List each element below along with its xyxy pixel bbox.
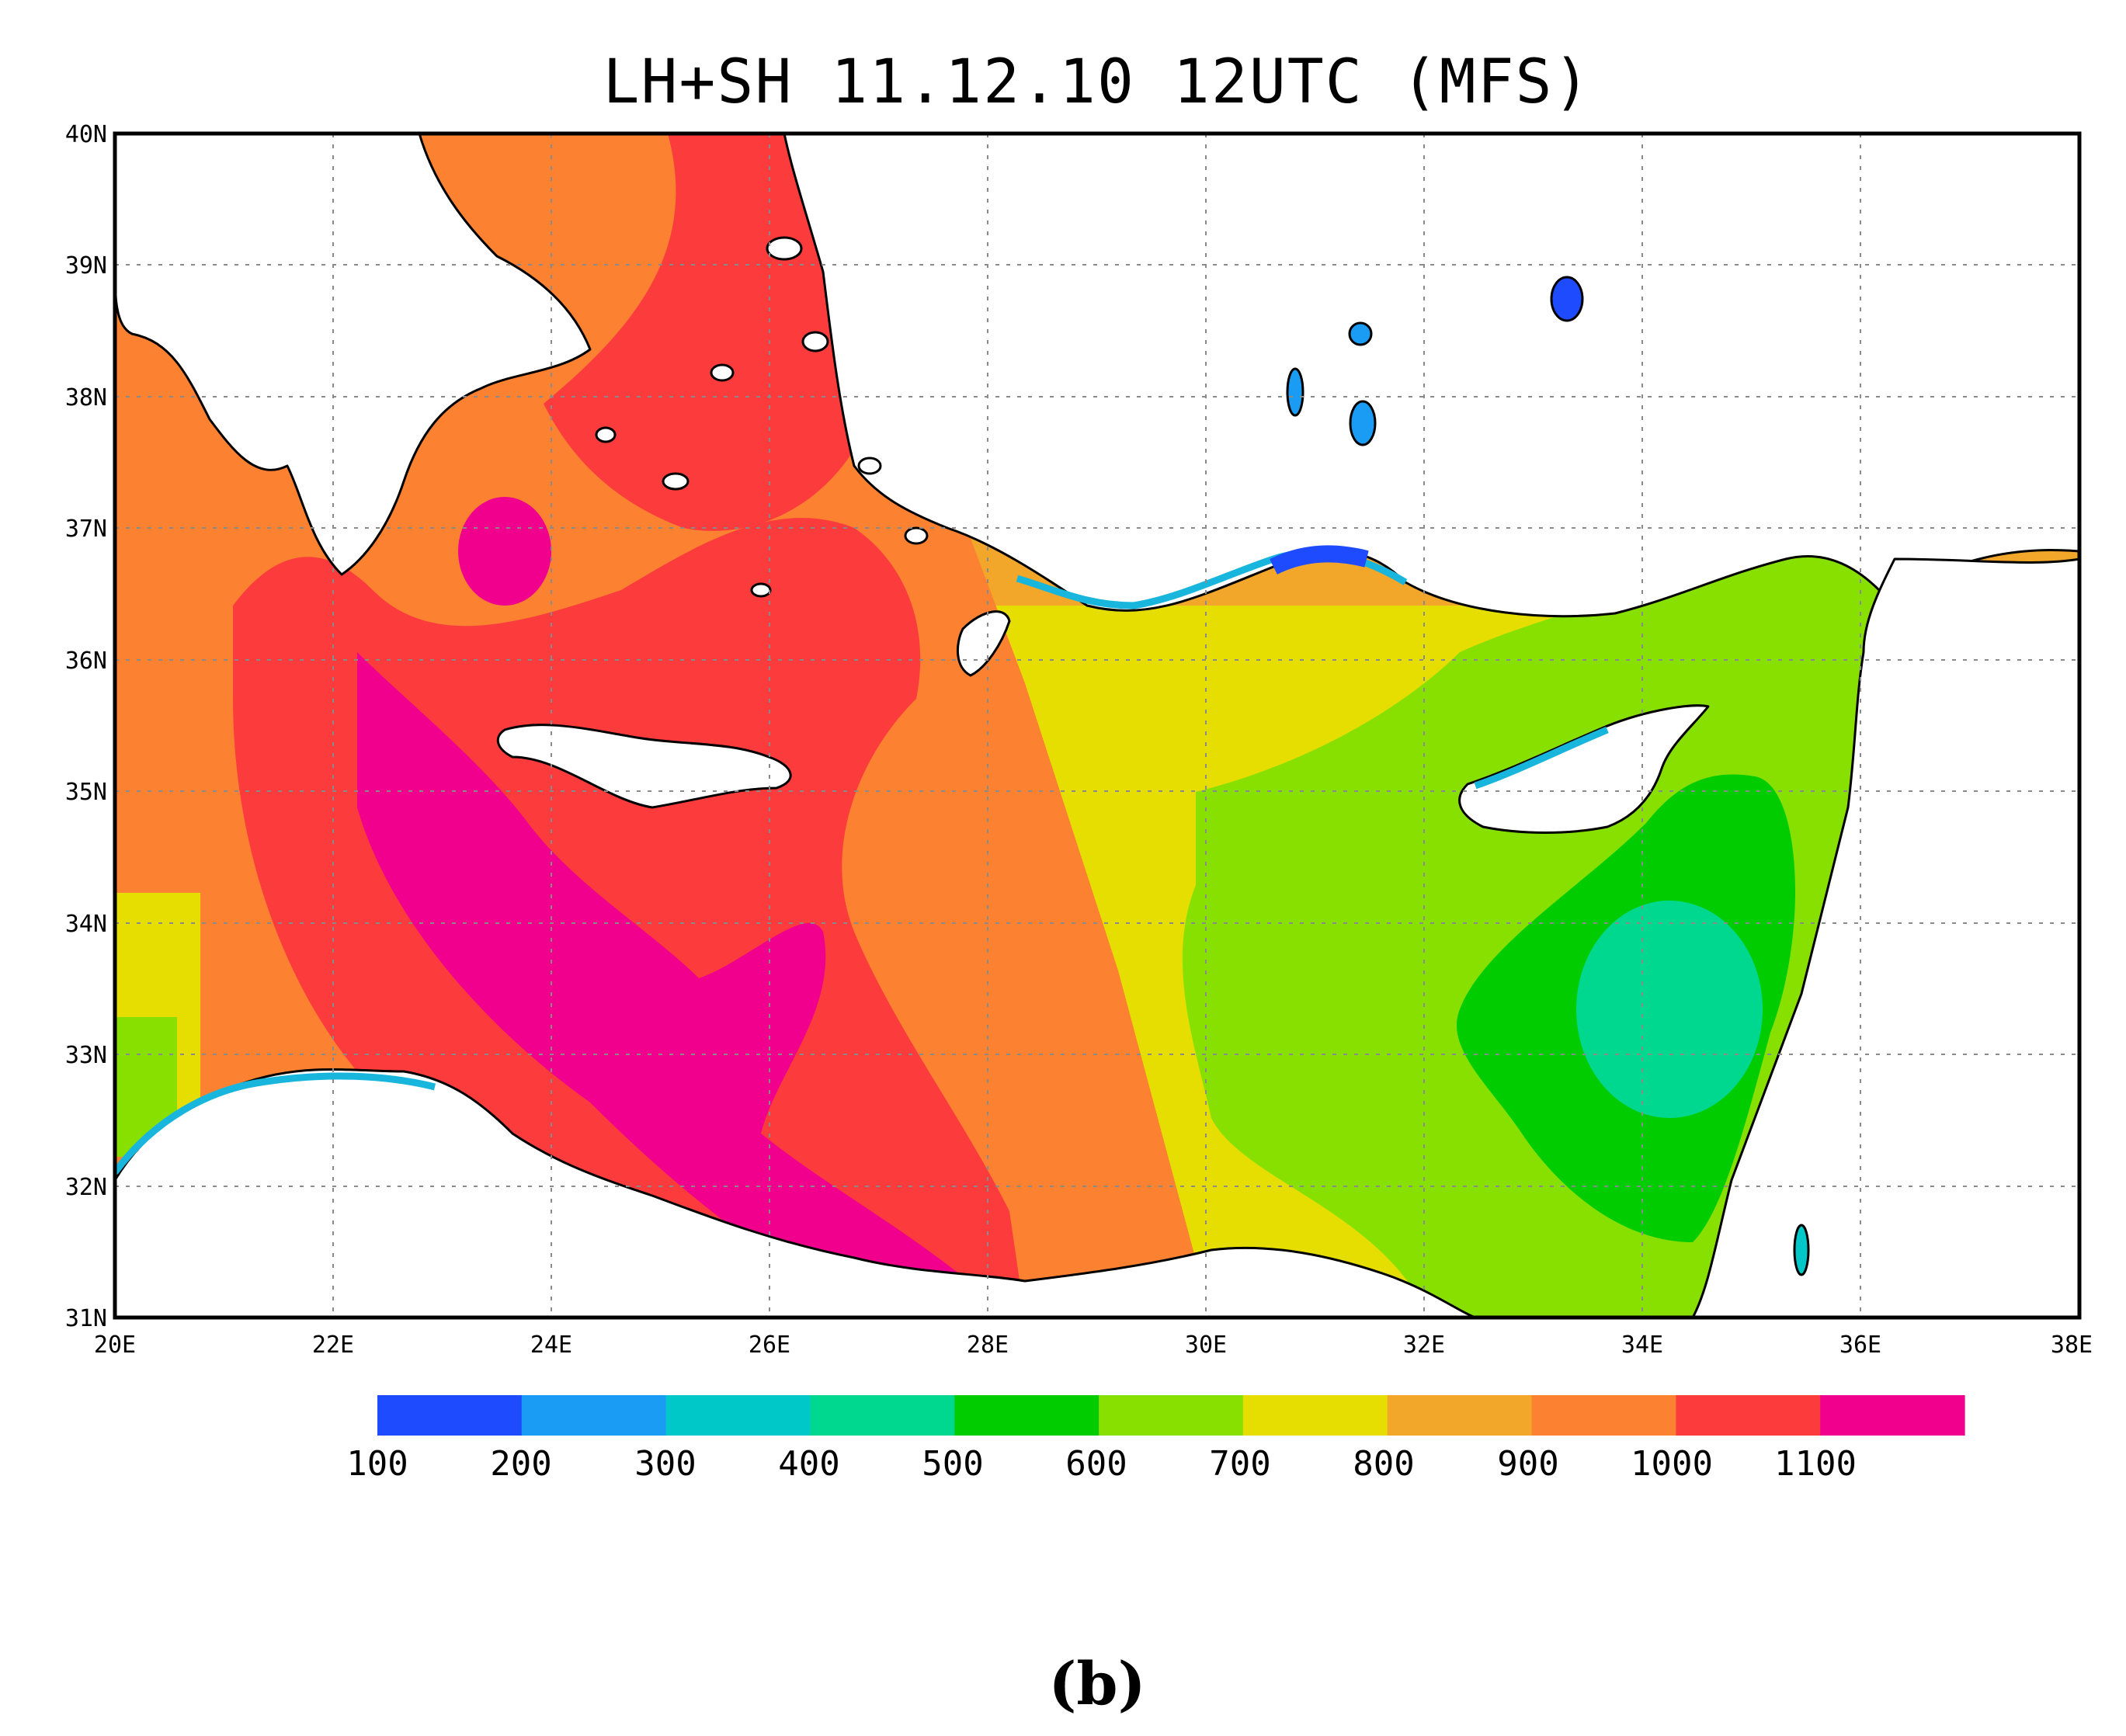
colorbar-swatch (1820, 1395, 1965, 1436)
land-levant (1691, 557, 2079, 1318)
lon-tick: 30E (1185, 1332, 1227, 1359)
land-aegean-island-1 (766, 236, 803, 261)
lon-tick: 22E (312, 1332, 354, 1359)
land-aegean-island-5 (595, 426, 617, 443)
lat-tick: 32N (65, 1174, 107, 1201)
land-greece (115, 134, 592, 576)
map-title: LH+SH 11.12.10 12UTC (MFS) (603, 47, 1592, 117)
colorbar-swatch (810, 1395, 955, 1436)
lat-tick: 35N (65, 779, 107, 806)
land-aegean-island-8 (750, 582, 772, 598)
lon-axis: 20E 22E 24E 26E 28E 30E 32E 34E 36E 38E (94, 1332, 2093, 1359)
colorbar (377, 1395, 1965, 1436)
colorbar-label: 1000 (1631, 1444, 1713, 1484)
lat-tick: 37N (65, 516, 107, 543)
lat-tick: 40N (65, 121, 107, 148)
lon-tick: 24E (530, 1332, 572, 1359)
land-masses (115, 134, 2079, 1318)
colorbar-label: 700 (1209, 1444, 1270, 1484)
land-aegean-island-2 (801, 331, 829, 352)
lake-egirdir (1286, 367, 1304, 417)
colorbar-swatch (1387, 1395, 1533, 1436)
lon-tick: 38E (2051, 1332, 2093, 1359)
field-red-north (544, 134, 870, 531)
lat-tick: 38N (65, 384, 107, 411)
lon-tick: 32E (1403, 1332, 1445, 1359)
lake-tuz (1550, 276, 1584, 322)
map-area (115, 134, 2079, 1318)
lake-dead-sea (1793, 1224, 1810, 1276)
land-aegean-island-7 (904, 526, 929, 545)
colorbar-swatch (665, 1395, 811, 1436)
lat-tick: 34N (65, 911, 107, 938)
colorbar-label: 600 (1065, 1444, 1127, 1484)
colorbar-label: 1100 (1774, 1444, 1857, 1484)
lat-tick: 36N (65, 648, 107, 675)
colorbar-labels: 100 200 300 400 500 600 700 800 900 1000… (346, 1444, 1857, 1484)
field-magenta-aegean (458, 497, 551, 606)
colorbar-swatch (521, 1395, 667, 1436)
lat-tick: 39N (65, 252, 107, 279)
land-aegean-island-6 (857, 457, 882, 475)
colorbar-label: 300 (634, 1444, 696, 1484)
colorbar-swatch (1676, 1395, 1821, 1436)
field-teal-patch (1576, 901, 1763, 1118)
colorbar-label: 200 (490, 1444, 551, 1484)
lat-tick: 33N (65, 1042, 107, 1069)
lake-small (1348, 321, 1373, 346)
map-frame (113, 131, 2082, 1320)
colorbar-swatch (1242, 1395, 1388, 1436)
colorbar-swatch (1099, 1395, 1244, 1436)
colorbar-label: 500 (922, 1444, 983, 1484)
inland-lakes (1286, 276, 1810, 1276)
lon-tick: 34E (1621, 1332, 1663, 1359)
lat-tick: 31N (65, 1305, 107, 1332)
lon-tick: 20E (94, 1332, 136, 1359)
land-cyprus (1458, 704, 1710, 834)
land-rhodes (956, 610, 1011, 677)
field-magenta-core (357, 652, 1009, 1318)
colorbar-swatch (954, 1395, 1099, 1436)
colorbar-swatch (1531, 1395, 1676, 1436)
graticule (115, 134, 2079, 1318)
coastal-fringe (115, 545, 1609, 1175)
lon-tick: 28E (967, 1332, 1009, 1359)
colorbar-label: 900 (1497, 1444, 1558, 1484)
lake-beysehir (1349, 400, 1377, 446)
lat-axis: 40N 39N 38N 37N 36N 35N 34N 33N 32N 31N (65, 121, 107, 1332)
land-crete (496, 724, 792, 809)
land-aegean-island-3 (710, 363, 735, 382)
land-libya-egypt (115, 1068, 1477, 1318)
panel-label: (b) (1048, 1649, 1145, 1718)
colorbar-label: 400 (778, 1444, 839, 1484)
land-aegean-island-4 (662, 472, 690, 491)
lon-tick: 26E (749, 1332, 790, 1359)
colorbar-label: 100 (346, 1444, 408, 1484)
lon-tick: 36E (1839, 1332, 1881, 1359)
colorbar-label: 800 (1353, 1444, 1414, 1484)
colorbar-swatch (377, 1395, 523, 1436)
